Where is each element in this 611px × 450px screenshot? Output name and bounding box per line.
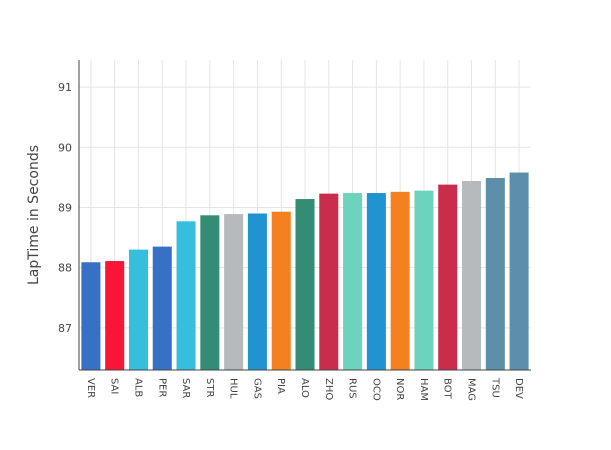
bar-bot[interactable] bbox=[438, 184, 458, 370]
x-tick-label: MAG bbox=[466, 378, 477, 401]
x-tick-label: ALB bbox=[132, 378, 143, 397]
bar-gas[interactable] bbox=[247, 213, 267, 370]
x-tick-label: SAR bbox=[180, 378, 191, 398]
bar-zho[interactable] bbox=[319, 193, 339, 370]
bar-alb[interactable] bbox=[128, 249, 148, 370]
bar-ham[interactable] bbox=[414, 190, 434, 370]
x-tick-label: ZHO bbox=[323, 378, 334, 400]
bar-sar[interactable] bbox=[176, 221, 196, 370]
bar-sai[interactable] bbox=[105, 261, 125, 370]
x-tick-label: HAM bbox=[418, 378, 429, 401]
bar-nor[interactable] bbox=[390, 191, 410, 370]
bar-oco[interactable] bbox=[366, 193, 386, 370]
x-tick-label: GAS bbox=[251, 378, 262, 399]
bar-per[interactable] bbox=[152, 246, 172, 370]
x-tick-label: NOR bbox=[394, 378, 405, 400]
x-tick-label: VER bbox=[85, 378, 96, 398]
x-tick-label: TSU bbox=[489, 377, 500, 398]
bar-dev[interactable] bbox=[509, 172, 529, 370]
x-tick-label: STR bbox=[204, 378, 215, 397]
y-tick-label: 90 bbox=[58, 141, 72, 154]
x-tick-label: SAI bbox=[109, 378, 120, 394]
x-tick-label: DEV bbox=[513, 378, 524, 399]
y-tick-label: 87 bbox=[58, 322, 72, 335]
bar-tsu[interactable] bbox=[485, 177, 505, 370]
y-tick-label: 91 bbox=[58, 81, 72, 94]
bar-hul[interactable] bbox=[224, 214, 244, 370]
y-tick-label: 89 bbox=[58, 201, 72, 214]
bar-alo[interactable] bbox=[295, 199, 315, 370]
bar-mag[interactable] bbox=[462, 180, 482, 370]
bar-ver[interactable] bbox=[81, 262, 101, 370]
x-tick-label: RUS bbox=[347, 378, 358, 399]
x-tick-label: PIA bbox=[275, 378, 286, 394]
x-tick-label: ALO bbox=[299, 378, 310, 398]
x-tick-label: HUL bbox=[228, 378, 239, 399]
bar-rus[interactable] bbox=[343, 193, 363, 370]
y-tick-label: 88 bbox=[58, 262, 72, 275]
bar-pia[interactable] bbox=[271, 211, 291, 370]
bar-str[interactable] bbox=[200, 215, 220, 370]
x-tick-label: BOT bbox=[442, 378, 453, 400]
x-tick-label: OCO bbox=[370, 378, 381, 401]
x-tick-label: PER bbox=[156, 378, 167, 397]
